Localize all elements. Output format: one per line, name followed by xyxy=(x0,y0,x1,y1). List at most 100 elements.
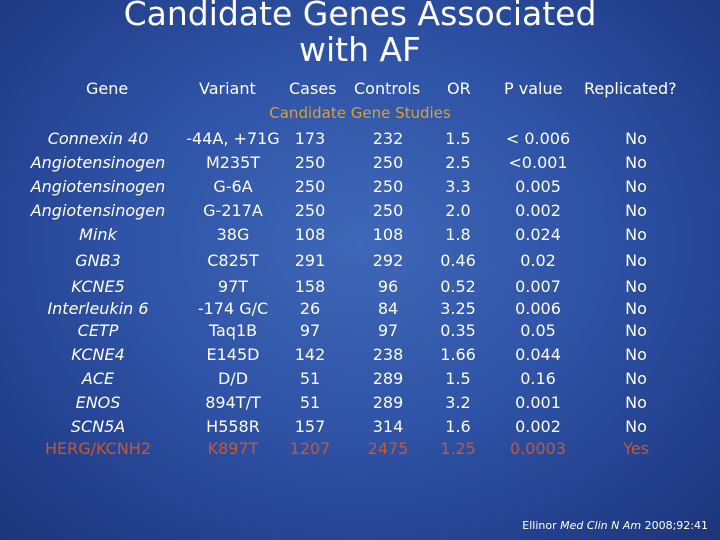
or-cell: 0.35 xyxy=(440,321,476,340)
replicated-cell: No xyxy=(625,369,647,388)
variant-cell: M235T xyxy=(205,153,261,172)
gene-cell: CETP xyxy=(77,321,119,340)
title-line-1: Candidate Genes Associated xyxy=(123,0,597,33)
cases-cell: 157 xyxy=(294,417,326,436)
or-cell: 0.52 xyxy=(440,277,476,296)
or-cell: 1.8 xyxy=(445,225,471,244)
pvalue-cell: 0.002 xyxy=(515,201,561,220)
or-cell: 3.3 xyxy=(445,177,471,196)
header-cases: Cases xyxy=(289,79,337,98)
replicated-cell: No xyxy=(625,393,647,412)
pvalue-cell: 0.024 xyxy=(515,225,561,244)
table-row: CETP Taq1B 97 97 0.35 0.05 No xyxy=(0,321,720,345)
controls-cell: 238 xyxy=(372,345,404,364)
gene-cell: Connexin 40 xyxy=(47,129,149,148)
table-row: KCNE5 97T 158 96 0.52 0.007 No xyxy=(0,277,720,301)
cases-cell: 26 xyxy=(299,299,321,318)
cases-cell: 291 xyxy=(294,251,326,270)
cases-cell: 142 xyxy=(294,345,326,364)
variant-cell: G-217A xyxy=(203,201,263,220)
replicated-cell: No xyxy=(625,251,647,270)
or-cell: 1.5 xyxy=(445,129,471,148)
table-row: GNB3 C825T 291 292 0.46 0.02 No xyxy=(0,251,720,275)
replicated-cell: No xyxy=(625,321,647,340)
or-cell: 1.5 xyxy=(445,369,471,388)
variant-cell: 894T/T xyxy=(205,393,261,412)
replicated-cell: No xyxy=(625,277,647,296)
pvalue-cell: <0.001 xyxy=(508,153,568,172)
pvalue-cell: 0.02 xyxy=(520,251,556,270)
gene-cell: Interleukin 6 xyxy=(47,299,149,318)
table-row: KCNE4 E145D 142 238 1.66 0.044 No xyxy=(0,345,720,369)
or-cell: 1.25 xyxy=(440,439,476,458)
gene-cell: ENOS xyxy=(75,393,121,412)
pvalue-cell: 0.0003 xyxy=(510,439,566,458)
table-row: SCN5A H558R 157 314 1.6 0.002 No xyxy=(0,417,720,441)
citation: Ellinor Med Clin N Am 2008;92:41 xyxy=(522,519,708,532)
controls-cell: 232 xyxy=(372,129,404,148)
table-row: ACE D/D 51 289 1.5 0.16 No xyxy=(0,369,720,393)
gene-cell: Angiotensinogen xyxy=(30,153,166,172)
table-row: Angiotensinogen M235T 250 250 2.5 <0.001 No xyxy=(0,153,720,177)
controls-cell: 84 xyxy=(377,299,399,318)
gene-cell: Mink xyxy=(79,225,117,244)
header-or: OR xyxy=(447,79,471,98)
controls-cell: 289 xyxy=(372,393,404,412)
variant-cell: E145D xyxy=(206,345,260,364)
replicated-cell: No xyxy=(625,153,647,172)
gene-cell: SCN5A xyxy=(70,417,126,436)
cases-cell: 250 xyxy=(294,177,326,196)
gene-cell: ACE xyxy=(81,369,115,388)
cases-cell: 250 xyxy=(294,153,326,172)
gene-cell: Angiotensinogen xyxy=(30,177,166,196)
header-gene: Gene xyxy=(86,79,129,98)
pvalue-cell: 0.002 xyxy=(515,417,561,436)
cases-cell: 51 xyxy=(299,369,321,388)
header-variant: Variant xyxy=(199,79,256,98)
table-row: Mink 38G 108 108 1.8 0.024 No xyxy=(0,225,720,249)
variant-cell: 97T xyxy=(217,277,249,296)
table-row: Interleukin 6 -174 G/C 26 84 3.25 0.006 No xyxy=(0,299,720,323)
controls-cell: 250 xyxy=(372,153,404,172)
controls-cell: 289 xyxy=(372,369,404,388)
table-row: ENOS 894T/T 51 289 3.2 0.001 No xyxy=(0,393,720,417)
controls-cell: 108 xyxy=(372,225,404,244)
or-cell: 1.66 xyxy=(440,345,476,364)
variant-cell: 38G xyxy=(216,225,250,244)
controls-cell: 97 xyxy=(377,321,399,340)
gene-cell: GNB3 xyxy=(75,251,121,270)
table-row: Angiotensinogen G-6A 250 250 3.3 0.005 No xyxy=(0,177,720,201)
pvalue-cell: 0.16 xyxy=(520,369,556,388)
gene-cell: Angiotensinogen xyxy=(30,201,166,220)
or-cell: 3.25 xyxy=(440,299,476,318)
replicated-cell: No xyxy=(625,225,647,244)
table-row: Angiotensinogen G-217A 250 250 2.0 0.002 No xyxy=(0,201,720,225)
controls-cell: 292 xyxy=(372,251,404,270)
pvalue-cell: 0.05 xyxy=(520,321,556,340)
subheader-candidate-gene-studies: Candidate Gene Studies xyxy=(269,104,451,122)
table-row: Connexin 40 -44A, +71G 173 232 1.5 < 0.006 No xyxy=(0,129,720,153)
header-replicated: Replicated? xyxy=(584,79,677,98)
pvalue-cell: 0.007 xyxy=(515,277,561,296)
controls-cell: 2475 xyxy=(367,439,409,458)
pvalue-cell: 0.005 xyxy=(515,177,561,196)
pvalue-cell: < 0.006 xyxy=(505,129,571,148)
controls-cell: 96 xyxy=(377,277,399,296)
header-pvalue: P value xyxy=(504,79,563,98)
cases-cell: 173 xyxy=(294,129,326,148)
replicated-cell: No xyxy=(625,177,647,196)
replicated-cell: No xyxy=(625,417,647,436)
controls-cell: 250 xyxy=(372,201,404,220)
header-controls: Controls xyxy=(354,79,421,98)
variant-cell: -44A, +71G xyxy=(186,129,280,148)
gene-cell: HERG/KCNH2 xyxy=(44,439,151,458)
citation-journal: Med Clin N Am xyxy=(560,519,642,532)
replicated-cell: No xyxy=(625,129,647,148)
citation-author: Ellinor xyxy=(522,519,557,532)
variant-cell: C825T xyxy=(207,251,259,270)
table-row: HERG/KCNH2 K897T 1207 2475 1.25 0.0003 Yes xyxy=(0,439,720,463)
replicated-cell: No xyxy=(625,299,647,318)
variant-cell: D/D xyxy=(217,369,249,388)
gene-cell: KCNE4 xyxy=(71,345,125,364)
or-cell: 3.2 xyxy=(445,393,471,412)
